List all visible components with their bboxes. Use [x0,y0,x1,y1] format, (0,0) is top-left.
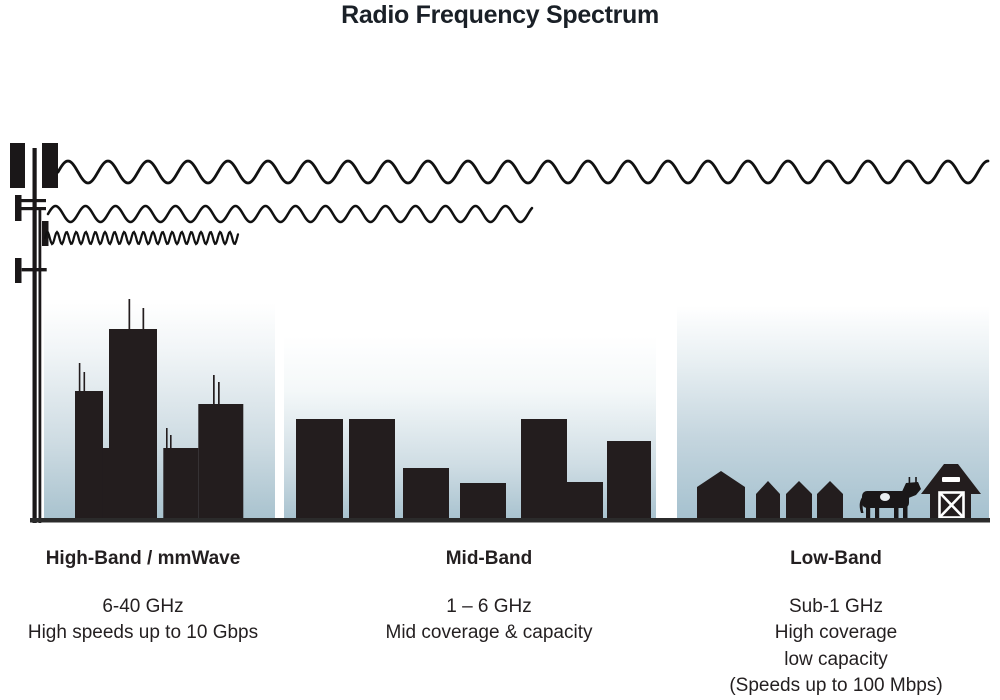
page-title: Radio Frequency Spectrum [341,1,659,29]
house-icon [817,481,843,520]
band-frequency: 6-40 GHz [102,596,184,617]
band-name: Low-Band [790,548,882,569]
band-description: Mid coverage & capacity [385,622,593,643]
cow-icon [859,477,921,520]
band-description: High speeds up to 10 Gbps [27,622,259,643]
ground-line [30,518,990,523]
cell-tower-icon [10,143,58,523]
house-icon [697,471,745,520]
mid-band-buildings [296,419,651,520]
barn-icon [921,464,981,520]
mid-band-wave [46,204,534,224]
band-description: low capacity [784,648,888,670]
band-description: (Speeds up to 100 Mbps) [729,675,943,696]
high-band-label-group: High-Band / mmWave 6-40 GHz High speeds … [13,548,273,647]
house-icon [786,481,812,520]
band-frequency: Sub-1 GHz [789,596,883,617]
city-skyline [75,299,244,520]
high-band-wave [43,230,240,246]
low-band-label-group: Low-Band Sub-1 GHz High coverage low cap… [696,548,976,700]
house-icon [756,481,780,520]
mid-band-label-group: Mid-Band 1 – 6 GHz Mid coverage & capaci… [358,548,620,647]
band-name: High-Band / mmWave [45,548,241,569]
band-name: Mid-Band [445,548,533,569]
radio-waves [43,159,990,246]
band-frequency: 1 – 6 GHz [446,596,532,617]
low-band-houses [697,471,843,520]
band-description: High coverage [774,622,898,643]
low-band-wave [56,159,990,185]
